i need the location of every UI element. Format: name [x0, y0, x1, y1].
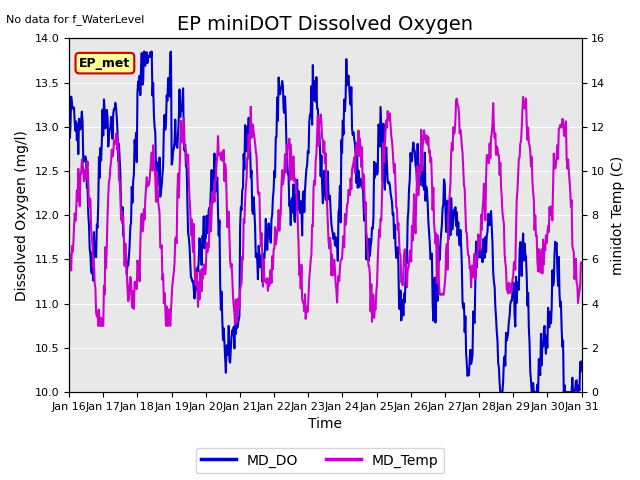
- Y-axis label: minidot Temp (C): minidot Temp (C): [611, 156, 625, 275]
- Legend: MD_DO, MD_Temp: MD_DO, MD_Temp: [196, 448, 444, 473]
- Text: No data for f_WaterLevel: No data for f_WaterLevel: [6, 14, 145, 25]
- X-axis label: Time: Time: [308, 418, 342, 432]
- Title: EP miniDOT Dissolved Oxygen: EP miniDOT Dissolved Oxygen: [177, 15, 474, 34]
- Text: EP_met: EP_met: [79, 57, 131, 70]
- Y-axis label: Dissolved Oxygen (mg/l): Dissolved Oxygen (mg/l): [15, 130, 29, 300]
